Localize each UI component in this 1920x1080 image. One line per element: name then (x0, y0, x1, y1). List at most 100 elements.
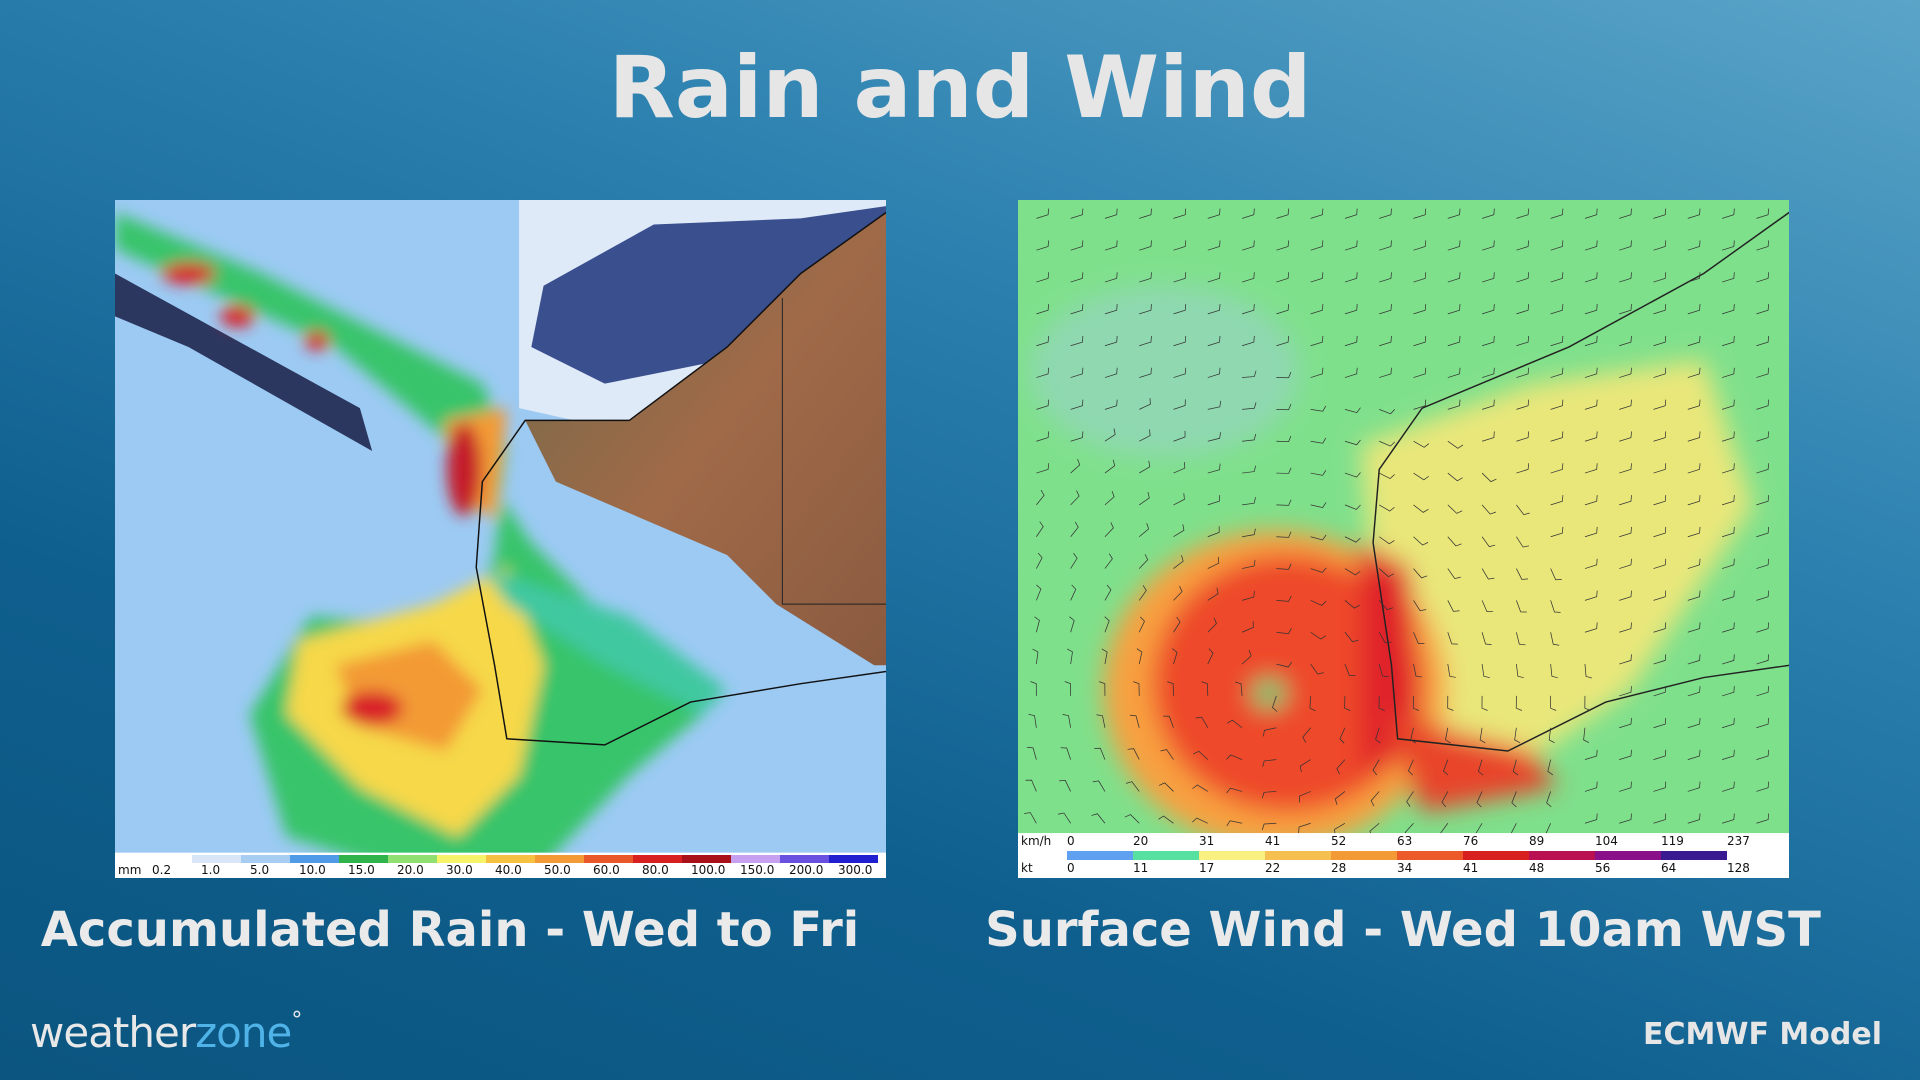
wind-barb (1344, 367, 1358, 378)
wind-barb (1514, 727, 1521, 744)
wind-barb (1370, 791, 1380, 807)
wind-barb (1447, 335, 1461, 347)
wind-barb (1756, 240, 1769, 251)
wind-barb (1207, 557, 1220, 569)
colorbar-swatch (1529, 851, 1595, 860)
wind-barb (1344, 695, 1351, 711)
wind-barb (1687, 781, 1701, 792)
wind-barb (1721, 272, 1735, 283)
wind-barb (1687, 526, 1701, 538)
wind-barb (1036, 304, 1049, 315)
rain-map: mm 0.2 1.0 5.0 10.0 15.0 20.0 30.0 40.0 50.0 60.0 8… (115, 200, 886, 878)
wind-barb (1410, 727, 1416, 744)
wind-barb (1756, 749, 1769, 760)
wind-barb (1481, 664, 1490, 679)
wind-barb (1192, 817, 1208, 824)
wind-barb (1584, 526, 1598, 538)
wind-barb (1241, 335, 1255, 347)
wind-barb (1207, 240, 1221, 251)
wind-barb (1344, 335, 1358, 347)
wind-barb (1584, 399, 1598, 410)
colorbar-label: 60.0 (593, 863, 620, 877)
wind-barb (1173, 555, 1184, 569)
wind-barb (1721, 431, 1735, 442)
wind-barb (1344, 568, 1361, 576)
wind-barb (1036, 521, 1044, 537)
wind-barb (1241, 621, 1254, 633)
wind-barb (1721, 622, 1735, 633)
wind-barb (1193, 750, 1209, 760)
wind-barb (1378, 663, 1389, 677)
wind-barb (1550, 240, 1564, 251)
wind-barb (1721, 781, 1735, 792)
wind-barb (1104, 490, 1115, 506)
wind-barb (1687, 399, 1701, 410)
wind-barb (1242, 465, 1257, 474)
wind-barb (1379, 440, 1396, 447)
wind-barb (1241, 590, 1255, 601)
wind-barb (1070, 304, 1084, 315)
wind-barb (1476, 791, 1483, 808)
wind-barb (1687, 622, 1701, 633)
colorbar-label: 41 (1463, 861, 1478, 875)
wind-barb (1619, 463, 1632, 474)
wind-barb (1447, 695, 1454, 711)
wind-barb (1070, 458, 1081, 474)
wind-barb (1687, 654, 1701, 665)
wind-barb (1550, 495, 1564, 506)
wind-barb (1242, 433, 1257, 442)
wind-barb (1653, 367, 1667, 378)
colorbar-label: 80.0 (642, 863, 669, 877)
wind-barb (1756, 654, 1769, 665)
wind-barb (1516, 335, 1529, 347)
wind-barb (1036, 399, 1049, 410)
wind-barb (1207, 648, 1214, 665)
wind-barb (1173, 430, 1186, 442)
wind-barb (1299, 759, 1311, 773)
wind-barb (1447, 664, 1456, 678)
colorbar-label: 0.2 (152, 863, 171, 877)
wind-barb (1721, 367, 1735, 378)
wind-barb (1721, 749, 1735, 760)
wind-barb (1516, 208, 1529, 219)
wind-barb (1653, 208, 1667, 219)
wind-barb (1756, 304, 1769, 315)
colorbar-unit: kt (1021, 861, 1033, 875)
wind-barb (1481, 367, 1495, 378)
wind-barb (1139, 429, 1151, 442)
wind-barb (1756, 686, 1769, 697)
wind-barb (1687, 558, 1701, 569)
colorbar-label: 104 (1595, 834, 1618, 848)
wind-barb (1129, 714, 1140, 728)
wind-barb (1276, 435, 1292, 442)
wind-barb (1139, 335, 1152, 347)
wind-barb (1241, 304, 1255, 315)
colorbar-swatch (143, 855, 192, 863)
wind-barb (1158, 815, 1174, 824)
wind-barb (1547, 759, 1554, 776)
wind-barb (1235, 681, 1243, 696)
wind-barb (1550, 463, 1564, 474)
wind-barb (1619, 558, 1632, 569)
wind-barb (1653, 272, 1667, 283)
wind-barb (1619, 240, 1632, 251)
wind-barb (1550, 367, 1564, 378)
wind-barb (1139, 272, 1152, 283)
wind-barb (1344, 600, 1360, 609)
wind-barb (1447, 208, 1461, 219)
wind-barb (1756, 335, 1769, 347)
wind-barb (1242, 402, 1257, 410)
wind-barb (1721, 208, 1735, 219)
colorbar-swatch (584, 855, 633, 863)
wind-barb (1619, 367, 1632, 378)
logo-word: zone (195, 1008, 292, 1057)
rain-colorbar: mm 0.2 1.0 5.0 10.0 15.0 20.0 30.0 40.0 50.0 60.0 8… (118, 855, 878, 877)
colorbar-unit: mm (118, 863, 141, 877)
wind-barb (1548, 727, 1555, 744)
no-rain-band (115, 273, 373, 452)
wind-barb (1721, 686, 1735, 697)
wind-barb (1756, 463, 1769, 474)
state-border (781, 297, 886, 605)
wind-barb (1653, 717, 1667, 729)
colorbar-swatch (486, 855, 535, 863)
